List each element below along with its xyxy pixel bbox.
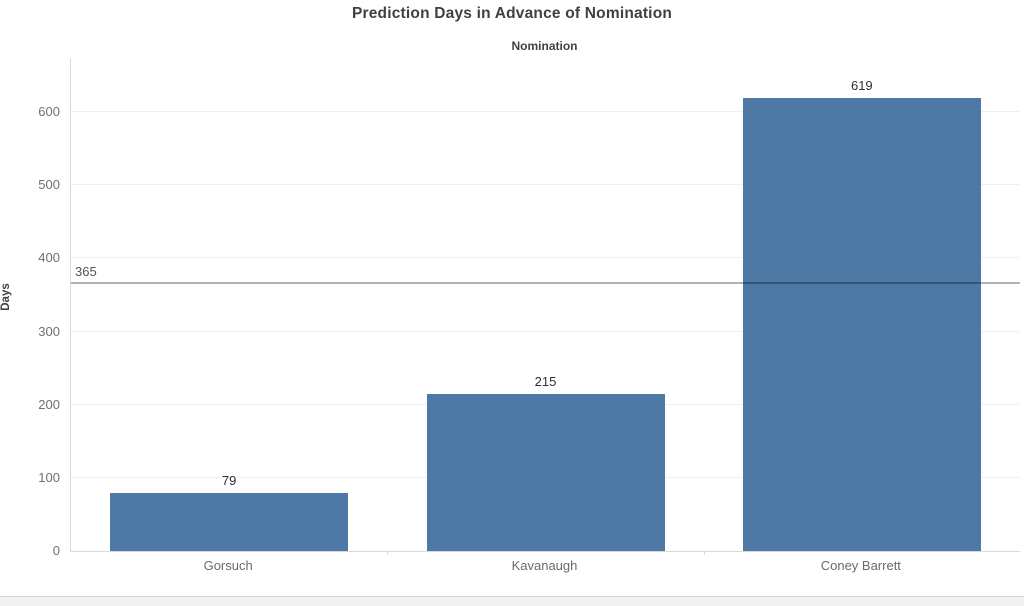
x-axis-label-coney-barrett[interactable]: Coney Barrett	[820, 558, 901, 573]
bar-value-label-kavanaugh: 215	[534, 373, 557, 389]
bar-value-label-coney-barrett: 619	[850, 78, 873, 94]
column-boundary-tick	[703, 551, 705, 555]
x-axis-label-gorsuch[interactable]: Gorsuch	[203, 558, 253, 573]
column-boundary-tick	[387, 551, 389, 555]
gridline-600	[71, 111, 1020, 113]
reference-line-365[interactable]	[71, 282, 1020, 285]
bar-coney-barrett[interactable]	[742, 98, 981, 551]
gridline-400	[71, 257, 1020, 259]
bar-value-label-gorsuch: 79	[221, 473, 237, 489]
bottom-scrollbar-track	[0, 596, 1024, 606]
y-tick-label-100: 100	[38, 469, 60, 485]
y-tick-label-0: 0	[52, 543, 60, 558]
y-tick-label-500: 500	[38, 177, 60, 193]
gridline-500	[71, 184, 1020, 186]
gridline-300	[71, 330, 1020, 332]
x-axis-label-kavanaugh[interactable]: Kavanaugh	[511, 558, 578, 573]
y-tick-label-300: 300	[38, 323, 60, 339]
reference-line-label: 365	[75, 264, 97, 280]
bar-gorsuch[interactable]	[110, 493, 349, 551]
bar-kavanaugh[interactable]	[426, 393, 665, 551]
y-axis-title: Days	[0, 283, 12, 311]
y-tick-label-400: 400	[38, 250, 60, 266]
column-header: Nomination	[511, 39, 578, 53]
chart-title: Prediction Days in Advance of Nomination	[351, 5, 673, 22]
y-tick-label-600: 600	[38, 104, 60, 120]
y-tick-label-200: 200	[38, 396, 60, 412]
plot-area: 79 215 619 365	[70, 58, 1020, 555]
